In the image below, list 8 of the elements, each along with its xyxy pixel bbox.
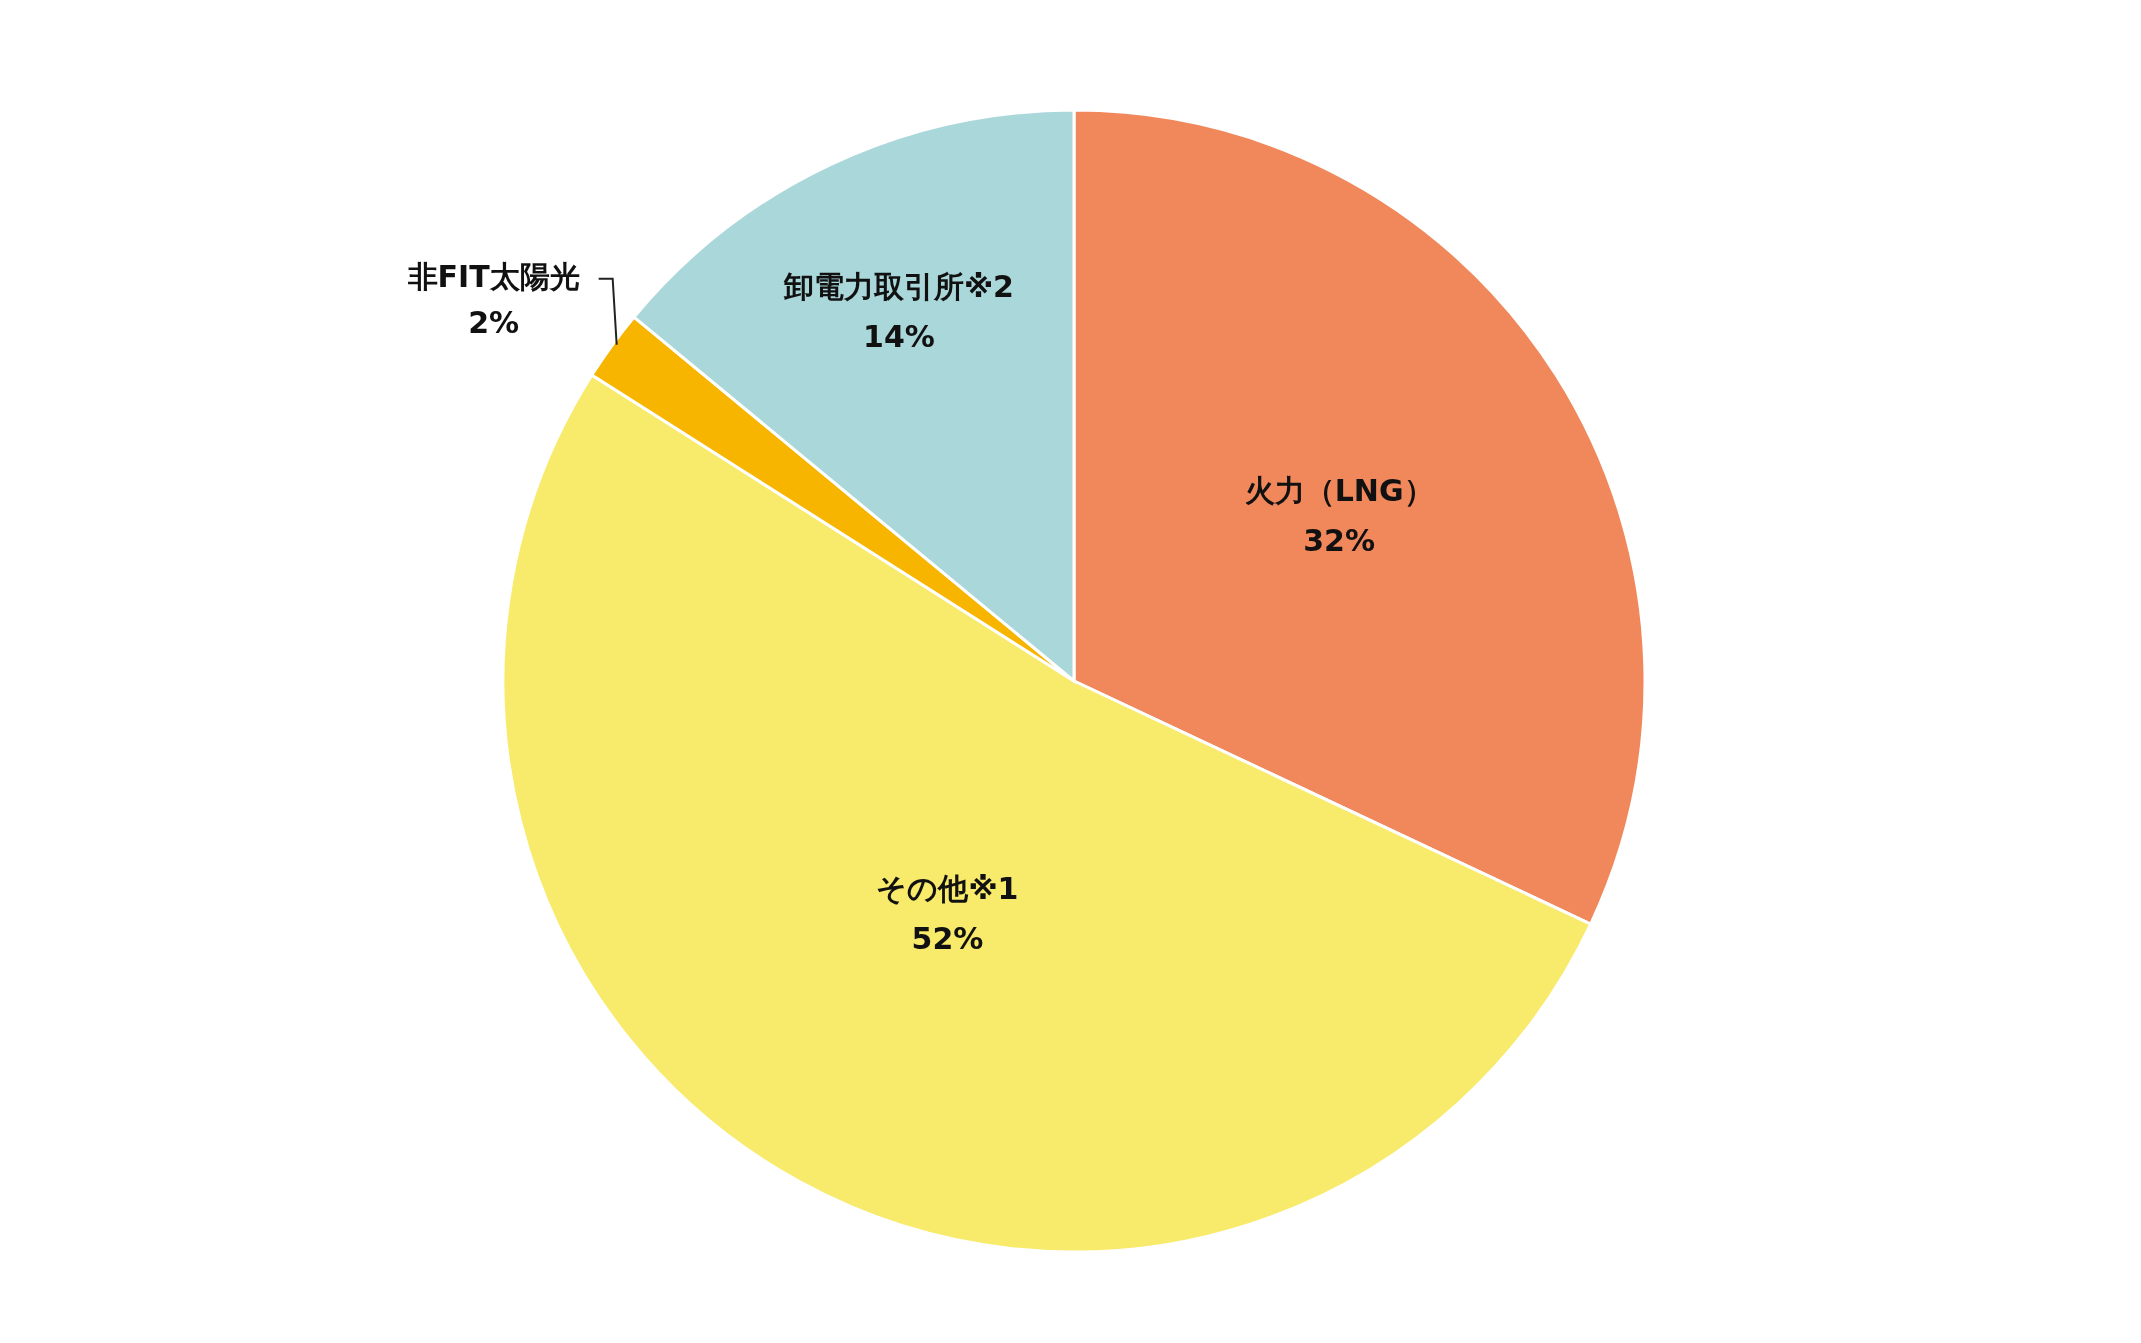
slice-label: 非FIT太陽光 bbox=[406, 258, 580, 294]
slice-label: その他※1 bbox=[876, 871, 1019, 907]
data-label: 14% bbox=[863, 319, 935, 355]
slice-label: 火力（LNG） bbox=[1244, 472, 1434, 508]
data-label: 32% bbox=[1303, 522, 1376, 558]
data-label: 2% bbox=[468, 304, 520, 340]
slice-label: 卸電力取引所※2 bbox=[782, 269, 1014, 305]
data-label: 52% bbox=[911, 921, 984, 957]
